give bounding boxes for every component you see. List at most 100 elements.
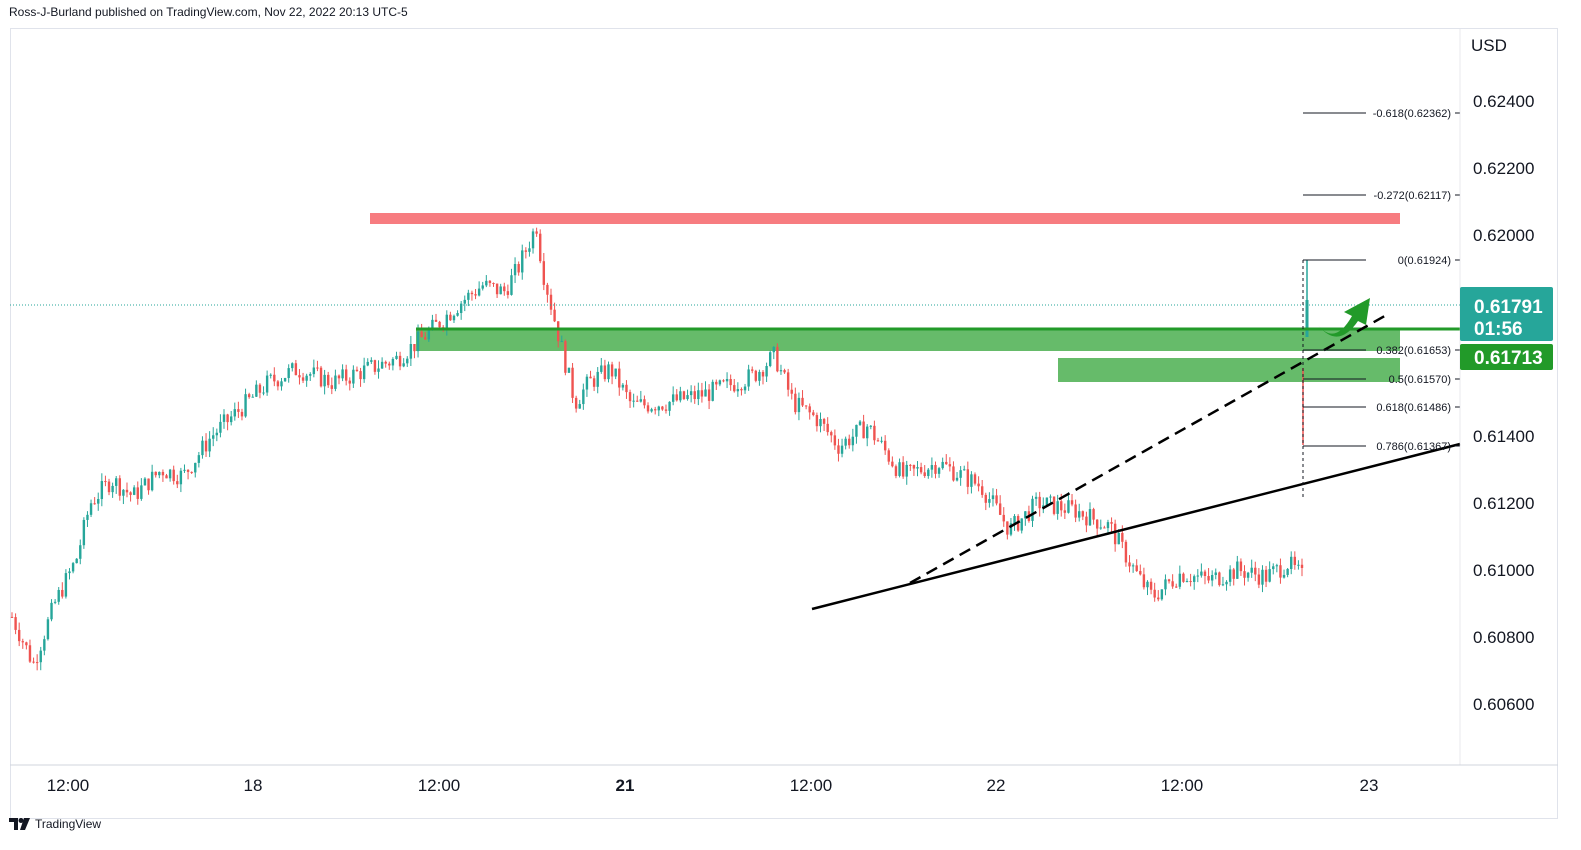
y-tick-label: 0.62000 xyxy=(1473,226,1534,245)
candle-body xyxy=(815,415,819,427)
candle-body xyxy=(301,377,305,381)
candle-body xyxy=(693,391,696,400)
level-price-label: 0.61713 xyxy=(1474,348,1543,369)
candle-body xyxy=(901,462,905,477)
candle-body xyxy=(722,380,725,382)
candle-body xyxy=(833,435,837,446)
candle-body xyxy=(937,468,941,474)
candle-body xyxy=(733,385,736,392)
candle-body xyxy=(988,499,991,503)
candle-body xyxy=(305,375,308,381)
candle-body xyxy=(1214,572,1217,576)
candle-body xyxy=(851,436,855,446)
candle-body xyxy=(1142,574,1146,588)
candle-body xyxy=(600,365,603,372)
candle-body xyxy=(129,492,132,495)
tradingview-logo[interactable]: TradingView xyxy=(9,817,101,831)
fib-level-label: -0.272(0.62117) xyxy=(1374,190,1451,202)
candle-body xyxy=(1153,589,1156,598)
support-zone-right xyxy=(1058,358,1400,382)
candle-body xyxy=(492,283,495,285)
candle-body xyxy=(869,425,873,427)
x-tick-label: 23 xyxy=(1360,776,1379,795)
candle-body xyxy=(398,355,402,367)
y-tick-label: 0.61400 xyxy=(1473,427,1534,446)
tradingview-logo-icon xyxy=(9,818,30,830)
candle-body xyxy=(668,401,671,411)
candle-body xyxy=(10,616,14,618)
chart-frame xyxy=(10,28,1558,819)
last-price-badge-bg xyxy=(1460,287,1553,341)
candle-body xyxy=(1024,511,1027,519)
candle-body xyxy=(413,344,416,352)
candle-body xyxy=(380,361,384,369)
candle-body xyxy=(582,389,585,405)
candle-body xyxy=(294,363,298,376)
candle-body xyxy=(64,573,68,597)
candle-body xyxy=(1171,581,1174,587)
candle-body xyxy=(909,464,912,466)
candle-body xyxy=(377,368,380,372)
candle-body xyxy=(970,474,973,487)
y-tick-label: 0.61000 xyxy=(1473,561,1534,580)
axis-layer: 0.62400 0.62200 0.62000 0.61400 0.61200 0.610… xyxy=(10,29,1558,795)
candle-body xyxy=(826,423,829,433)
candle-body xyxy=(409,344,413,359)
candle-body xyxy=(912,465,916,469)
candle-body xyxy=(488,280,492,284)
y-tick-label: 0.62400 xyxy=(1473,92,1534,111)
candle-body xyxy=(804,405,808,407)
dashed-trendline xyxy=(909,311,1391,585)
candle-body xyxy=(625,384,628,393)
candle-body xyxy=(136,487,139,499)
candle-body xyxy=(438,321,441,328)
candle-body xyxy=(240,411,244,417)
candle-body xyxy=(14,617,17,630)
candle-body xyxy=(510,275,513,295)
publisher-attribution: Ross-J-Burland published on TradingView.… xyxy=(9,5,408,19)
candle-body xyxy=(1124,541,1128,563)
candle-body xyxy=(395,355,398,359)
candle-body xyxy=(273,374,276,382)
candle-body xyxy=(891,461,894,467)
candle-body xyxy=(517,264,520,273)
candle-body xyxy=(808,406,811,413)
candle-body xyxy=(725,379,729,382)
candle-body xyxy=(265,375,269,393)
candle-body xyxy=(406,358,409,364)
candle-body xyxy=(1185,581,1189,583)
candle-body xyxy=(973,474,977,484)
candle-body xyxy=(963,469,966,471)
candle-body xyxy=(883,440,887,451)
candle-body xyxy=(707,389,711,401)
candle-body xyxy=(1139,571,1142,575)
candle-body xyxy=(664,409,668,411)
candle-body xyxy=(197,455,201,463)
candle-body xyxy=(1052,496,1056,514)
candle-body xyxy=(646,405,650,412)
candle-body xyxy=(654,409,657,411)
candle-body xyxy=(948,464,952,467)
candle-body xyxy=(535,231,538,234)
currency-label: USD xyxy=(1471,36,1507,55)
candle-body xyxy=(1034,496,1038,499)
candle-body xyxy=(1056,501,1059,514)
candle-body xyxy=(204,440,208,452)
countdown-label: 01:56 xyxy=(1474,319,1523,340)
fib-level-label: 0.382(0.61653) xyxy=(1376,345,1451,357)
candle-body xyxy=(675,394,678,401)
candle-body xyxy=(1300,564,1304,568)
candle-body xyxy=(416,331,420,352)
candle-body xyxy=(1221,584,1225,586)
candle-body xyxy=(689,391,693,396)
x-tick-label: 12:00 xyxy=(418,776,461,795)
candle-body xyxy=(873,425,876,441)
candle-body xyxy=(1189,581,1192,583)
candle-body xyxy=(143,478,147,486)
candle-body xyxy=(1092,509,1095,520)
candle-body xyxy=(718,380,722,385)
candle-body xyxy=(643,399,646,406)
candle-body xyxy=(751,369,754,371)
candle-body xyxy=(434,319,438,322)
